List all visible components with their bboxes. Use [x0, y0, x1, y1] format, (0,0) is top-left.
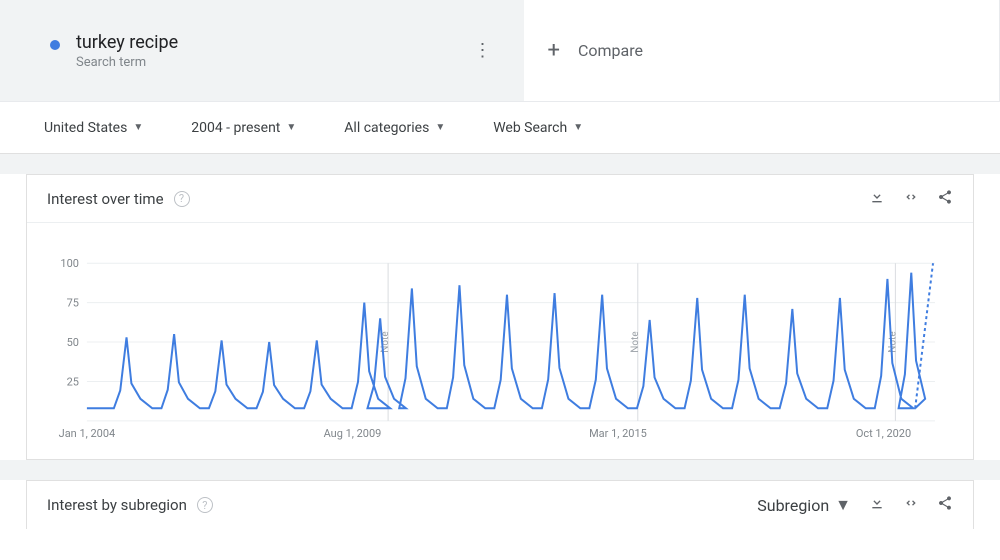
- svg-text:75: 75: [67, 297, 79, 310]
- svg-text:Aug 1, 2009: Aug 1, 2009: [324, 427, 382, 440]
- share-icon[interactable]: [937, 189, 953, 209]
- help-icon[interactable]: ?: [174, 191, 190, 207]
- download-icon[interactable]: [869, 495, 885, 515]
- compare-label: Compare: [578, 41, 643, 60]
- term-color-dot: [50, 40, 60, 50]
- svg-text:Note: Note: [887, 331, 898, 352]
- term-title: turkey recipe: [76, 32, 178, 53]
- card-title: Interest by subregion: [47, 496, 187, 514]
- svg-text:50: 50: [67, 336, 79, 349]
- subregion-dropdown[interactable]: Subregion ▼: [757, 495, 851, 515]
- chevron-down-icon: ▼: [435, 122, 445, 133]
- svg-text:Note: Note: [630, 331, 641, 352]
- svg-text:Mar 1, 2015: Mar 1, 2015: [589, 427, 647, 440]
- filter-bar: United States ▼ 2004 - present ▼ All categ…: [0, 102, 1000, 154]
- filter-search-type[interactable]: Web Search ▼: [493, 120, 583, 136]
- plus-icon: +: [548, 38, 560, 63]
- download-icon[interactable]: [869, 189, 885, 209]
- svg-text:Oct 1, 2020: Oct 1, 2020: [856, 427, 911, 440]
- line-chart: 25 50 75 100 Jan 1, 2004 Aug 1, 2009 Mar 1, 20…: [45, 259, 943, 449]
- filter-region[interactable]: United States ▼: [44, 120, 143, 136]
- filter-time[interactable]: 2004 - present ▼: [191, 120, 296, 136]
- more-icon[interactable]: ⋮: [466, 32, 500, 69]
- card-title: Interest over time: [47, 190, 164, 208]
- filter-region-label: United States: [44, 120, 127, 136]
- compare-button[interactable]: + Compare: [524, 0, 1000, 101]
- filter-search-type-label: Web Search: [493, 120, 567, 136]
- chevron-down-icon: ▼: [133, 122, 143, 133]
- term-subtitle: Search term: [76, 55, 178, 70]
- search-term-box[interactable]: turkey recipe Search term ⋮: [0, 0, 524, 101]
- interest-by-subregion-card: Interest by subregion ? Subregion ▼: [26, 480, 974, 529]
- subregion-label: Subregion: [757, 496, 829, 515]
- chevron-down-icon: ▼: [835, 495, 851, 515]
- svg-text:25: 25: [67, 375, 79, 388]
- embed-icon[interactable]: [903, 189, 919, 209]
- filter-time-label: 2004 - present: [191, 120, 280, 136]
- chart-area: 25 50 75 100 Jan 1, 2004 Aug 1, 2009 Mar 1, 20…: [27, 223, 973, 459]
- filter-category-label: All categories: [344, 120, 429, 136]
- chevron-down-icon: ▼: [573, 122, 583, 133]
- interest-over-time-card: Interest over time ? 25 50 75 100 Jan 1, 200…: [26, 174, 974, 460]
- svg-text:100: 100: [60, 259, 79, 270]
- help-icon[interactable]: ?: [197, 497, 213, 513]
- chevron-down-icon: ▼: [286, 122, 296, 133]
- embed-icon[interactable]: [903, 495, 919, 515]
- filter-category[interactable]: All categories ▼: [344, 120, 445, 136]
- svg-text:Jan 1, 2004: Jan 1, 2004: [59, 427, 116, 440]
- share-icon[interactable]: [937, 495, 953, 515]
